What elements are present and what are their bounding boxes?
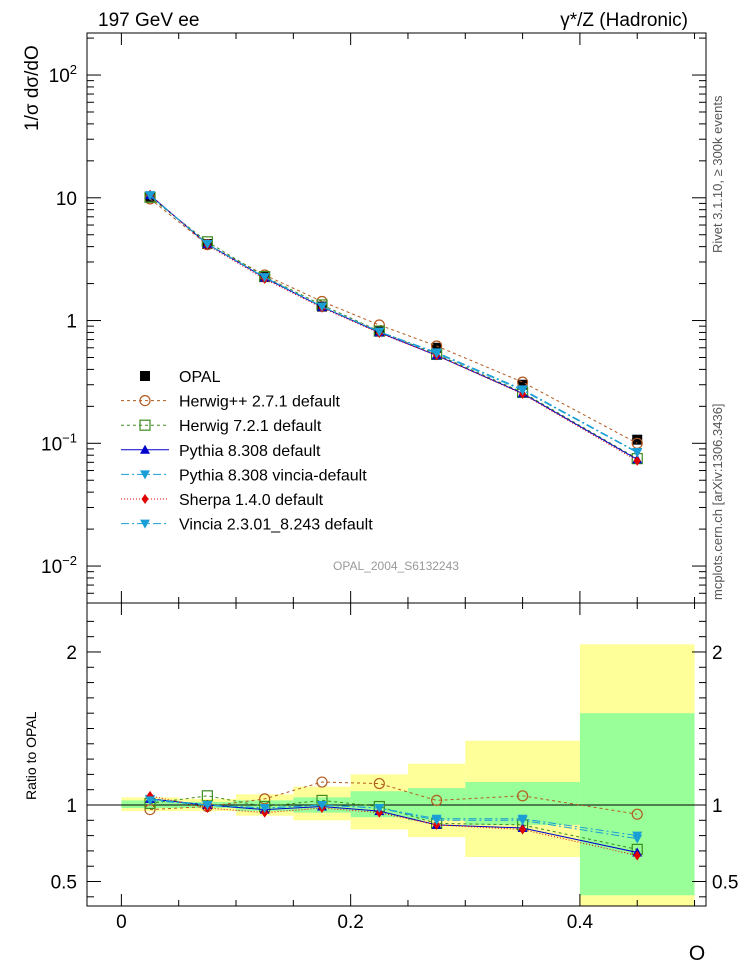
ratio-point-5-1	[202, 801, 213, 810]
ratio-series	[144, 776, 643, 861]
legend-marker	[140, 444, 150, 454]
ratio-point-5-0	[145, 796, 156, 806]
ratio-point-0-3	[316, 776, 328, 788]
y-tick-label: 102	[49, 62, 77, 87]
ratio-point-5-3	[316, 801, 327, 810]
bottom-panel-frame	[86, 602, 707, 907]
legend-item-6: Vincia 2.3.01_8.243 default	[121, 517, 373, 534]
ratio-point-0-5	[431, 794, 443, 807]
ratio-point-5-7	[632, 834, 643, 844]
legend-marker	[140, 519, 150, 529]
point-0-6	[517, 379, 528, 390]
ratio-y-tick-label-right: 0.5	[712, 873, 738, 894]
point-6-7	[632, 448, 643, 458]
ratio-y-tick-label: 0.5	[51, 873, 77, 894]
legend-item-1: Herwig++ 2.7.1 default	[121, 394, 341, 411]
series-line-2	[149, 196, 638, 460]
point-0-7	[632, 434, 643, 445]
series-line-6	[149, 194, 638, 454]
series-6	[145, 191, 643, 458]
ratio-bands	[121, 644, 695, 906]
ratio-point-4-7	[633, 850, 641, 861]
ratio-y-tick-label-right: 1	[712, 796, 723, 817]
legend-label: Pythia 8.308 default	[179, 443, 321, 460]
legend-item-2: Herwig 7.2.1 default	[121, 418, 322, 435]
point-5-7	[633, 455, 641, 466]
band-stat-7	[579, 713, 695, 896]
ratio-line-5	[150, 799, 638, 840]
x-tick-label: 0.2	[337, 912, 363, 933]
ratio-point-0-4	[373, 777, 385, 790]
ratio-line-1	[149, 795, 638, 850]
legend-label: Herwig++ 2.7.1 default	[179, 394, 341, 411]
ratio-y-tick-label: 1	[66, 796, 77, 817]
legend: OPAL Herwig++ 2.7.1 default Herwig 7.2.1 d…	[121, 369, 373, 534]
y-tick-label: 10−2	[41, 553, 77, 578]
ratio-series-5	[145, 796, 643, 844]
point-6-1	[202, 240, 213, 250]
legend-item-0: OPAL	[140, 369, 221, 386]
series-line-5	[149, 194, 638, 462]
y-tick-label: 10−1	[41, 430, 77, 455]
ratio-point-5-4	[374, 804, 385, 814]
legend-item-3: Pythia 8.308 default	[121, 443, 321, 460]
legend-marker	[139, 419, 151, 431]
legend-marker	[141, 494, 149, 504]
legend-label: Pythia 8.308 vincia-default	[179, 467, 367, 484]
series-4	[145, 191, 643, 457]
ratio-point-5-6	[517, 816, 528, 826]
y-tick-label: 1	[66, 312, 77, 333]
left-title: 197 GeV ee	[98, 10, 199, 31]
legend-label: OPAL	[179, 369, 221, 386]
side-label-top: Rivet 3.1.10, ≥ 300k events	[710, 95, 725, 253]
x-tick-label: 0	[116, 912, 127, 933]
legend-label: Herwig 7.2.1 default	[179, 418, 322, 435]
watermark: OPAL_2004_S6132243	[333, 559, 459, 573]
ratio-point-0-6	[516, 790, 529, 802]
legend-marker	[139, 395, 151, 407]
top-ylabel: 1/σ dσ/dO	[22, 45, 43, 131]
side-label-bottom: mcplots.cern.ch [arXiv:1306.3436]	[710, 403, 725, 600]
legend-label: Vincia 2.3.01_8.243 default	[179, 517, 373, 534]
series-line-4	[149, 195, 638, 453]
legend-item-5: Sherpa 1.4.0 default	[121, 492, 324, 509]
legend-item-4: Pythia 8.308 vincia-default	[121, 467, 367, 484]
point-0-5	[431, 342, 442, 353]
ratio-point-4-6	[519, 824, 527, 835]
legend-label: Sherpa 1.4.0 default	[179, 492, 324, 509]
ratio-y-tick-label: 2	[66, 643, 77, 664]
point-6-3	[316, 302, 327, 312]
ratio-point-0-2	[259, 793, 271, 805]
ratio-point-5-5	[431, 816, 442, 826]
xlabel: O	[689, 942, 705, 965]
x-tick-label: 0.4	[567, 912, 594, 933]
legend-marker	[140, 470, 150, 480]
point-6-2	[259, 273, 270, 283]
right-title: γ*/Z (Hadronic)	[560, 10, 688, 31]
ratio-y-tick-label-right: 2	[712, 643, 723, 664]
point-6-4	[374, 327, 385, 337]
legend-marker	[140, 371, 150, 381]
top-series	[144, 189, 643, 466]
point-6-6	[517, 386, 528, 396]
ratio-point-5-2	[259, 804, 270, 814]
point-6-5	[431, 349, 442, 359]
ratio-point-0-7	[631, 808, 643, 820]
point-6-0	[145, 191, 156, 201]
y-tick-label: 10	[56, 189, 77, 210]
bottom-ylabel: Ratio to OPAL	[23, 711, 39, 800]
